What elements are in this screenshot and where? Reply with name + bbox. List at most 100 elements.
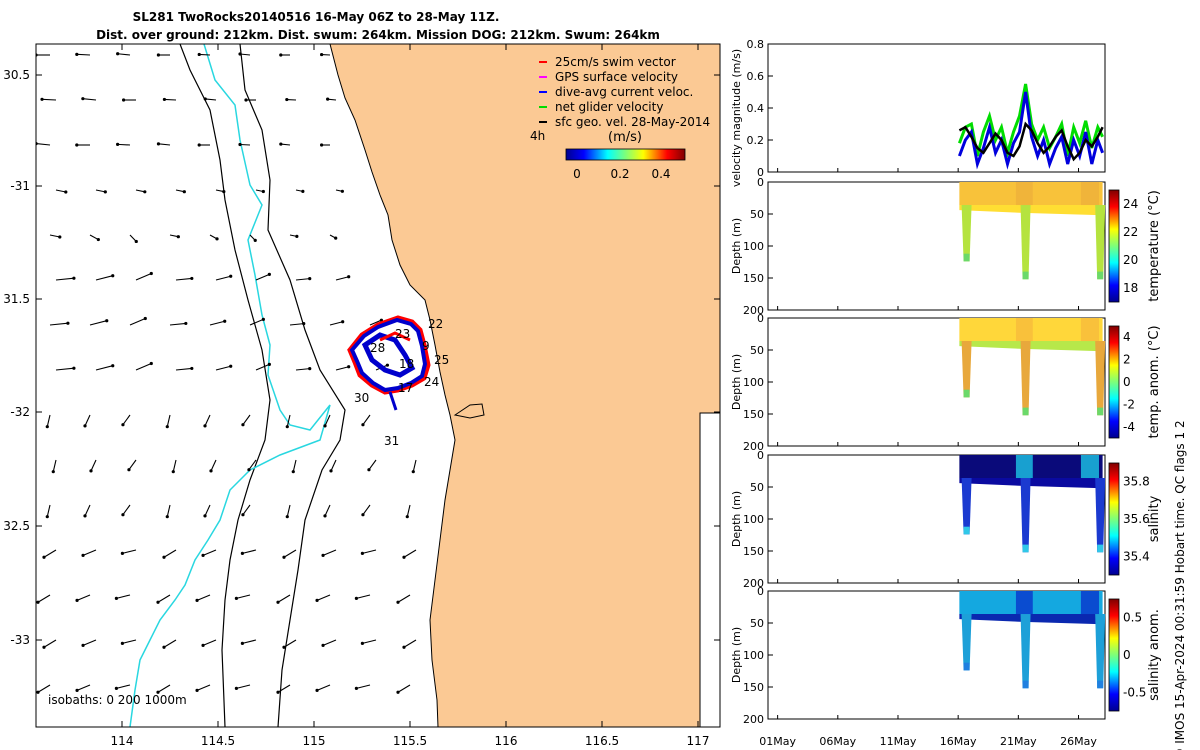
heatmap-dive-tip: [963, 253, 970, 262]
colorbar-time-label: 4h: [530, 129, 545, 143]
velocity-arrow-head: [162, 645, 166, 649]
heatmap-warm-column: [1080, 182, 1099, 206]
velocity-arrow-head: [279, 142, 283, 146]
velocity-arrow-head: [121, 423, 125, 427]
velocity-arrow-head: [171, 470, 175, 474]
velocity-arrow-head: [267, 362, 271, 366]
velocity-series-line: [957, 83, 1104, 159]
velocity-arrow-head: [182, 190, 186, 194]
velocity-arrow-head: [176, 235, 180, 239]
heatmap-dive: [961, 205, 972, 262]
colorbar-tick-label: 0.5: [1123, 611, 1142, 625]
velocity-arrow: [55, 277, 74, 281]
velocity-arrow: [277, 594, 291, 603]
map-x-ticks: 114 114.5 115 115.5 116 116.5 117: [111, 44, 709, 748]
velocity-arrow-head: [75, 52, 79, 56]
velocity-arrow: [209, 320, 225, 326]
velocity-arrow: [362, 504, 371, 516]
colorbar-tick-label: -0.5: [1123, 685, 1146, 699]
colorbar-title: temp. anom. (°C): [1147, 325, 1162, 438]
depth-tick-label: 200: [743, 577, 764, 590]
heatmap-dive-tip: [1022, 680, 1029, 689]
velocity-arrow-head: [111, 364, 115, 368]
colorbar-unit: (m/s): [608, 130, 642, 145]
track-red-inner: [379, 331, 411, 342]
isobath-deep: [129, 44, 331, 727]
velocity-arrow-head: [326, 97, 330, 101]
velocity-arrow: [286, 414, 291, 427]
velocity-arrow: [397, 594, 411, 603]
velocity-arrow: [205, 98, 217, 101]
velocity-arrow-head: [103, 190, 107, 194]
day-label: 9: [422, 339, 430, 353]
track-blue: [349, 317, 428, 393]
velocity-arrow-head: [320, 52, 324, 57]
velocity-arrow: [166, 504, 171, 517]
map-y-tick-label: -31: [10, 179, 30, 193]
colorbar-tick-label: 0: [1123, 375, 1131, 389]
land-area: [329, 44, 720, 727]
velocity-arrow-head: [282, 645, 286, 649]
velocity-arrow-head: [134, 239, 138, 244]
velocity-arrow: [55, 189, 66, 193]
velocity-arrow-head: [36, 690, 40, 694]
velocity-arrow-head: [201, 553, 205, 557]
velocity-arrow-head: [121, 513, 125, 517]
depth-tick-label: 100: [743, 649, 764, 662]
velocity-arrow: [157, 684, 171, 693]
velocity-arrow-head: [329, 469, 333, 473]
vel-y-tick-label: 0.6: [747, 70, 765, 83]
map-x-tick-label: 116.5: [585, 734, 619, 748]
velocity-arrow-head: [190, 366, 194, 371]
velocity-arrow-head: [64, 190, 68, 194]
heatmap-dive-tip: [1097, 680, 1104, 689]
heatmap-warm-column: [1015, 591, 1033, 615]
heatmap-dive: [1095, 478, 1106, 553]
panel-x-tick-label: 21May: [1000, 735, 1037, 748]
velocity-arrow-head: [96, 237, 100, 242]
depth-tick-label: 150: [743, 272, 764, 285]
colorbar-tick-label: 20: [1123, 253, 1138, 267]
velocity-arrow-head: [295, 234, 299, 238]
heatmap-dive: [1020, 478, 1031, 553]
velocity-arrow: [175, 367, 192, 371]
velocity-arrows: [36, 52, 417, 694]
heatmap-warm-column: [1080, 318, 1099, 342]
velocity-arrow-head: [51, 470, 55, 474]
velocity-arrow: [369, 319, 382, 326]
heatmap-warm-column: [1015, 182, 1033, 206]
velocity-arrow-head: [40, 97, 44, 101]
velocity-arrow-head: [347, 365, 351, 369]
velocity-arrow-head: [229, 364, 233, 368]
day-label: 22: [428, 317, 443, 331]
colorbar-title: salinity: [1147, 495, 1162, 542]
heatmap-dive: [1095, 205, 1106, 280]
velocity-arrow: [289, 323, 304, 326]
velocity-arrow-head: [165, 425, 169, 429]
velocity-arrow-head: [36, 600, 40, 604]
velocity-arrow-head: [81, 97, 85, 101]
velocity-arrow: [330, 459, 337, 472]
velocity-arrow: [412, 459, 417, 472]
colorbar-title: salinity anom.: [1147, 609, 1162, 701]
heatmap-dive-tip: [1022, 407, 1029, 416]
depth-colorbar: [1108, 598, 1120, 712]
velocity-arrow: [95, 275, 113, 281]
velocity-arrow: [76, 53, 91, 56]
colorbar-tick-label: 35.4: [1123, 549, 1150, 563]
rottnest-island: [453, 403, 485, 419]
velocity-arrow-head: [222, 189, 226, 194]
velocity-arrow-head: [360, 551, 365, 555]
velocity-arrow: [116, 684, 131, 689]
velocity-arrow-head: [396, 600, 400, 604]
velocity-arrow-head: [156, 690, 160, 694]
depth-tick-label: 50: [750, 481, 764, 494]
velocity-arrow-head: [165, 515, 169, 519]
depth-axis-label: Depth (m): [730, 627, 743, 683]
velocity-arrow-head: [321, 553, 325, 557]
velocity-arrow-head: [195, 688, 199, 692]
heatmap-dive-tip: [1097, 407, 1104, 416]
velocity-arrow-head: [81, 553, 85, 557]
velocity-arrow-head: [184, 321, 188, 326]
heatmap-dive-tip: [1022, 271, 1029, 280]
